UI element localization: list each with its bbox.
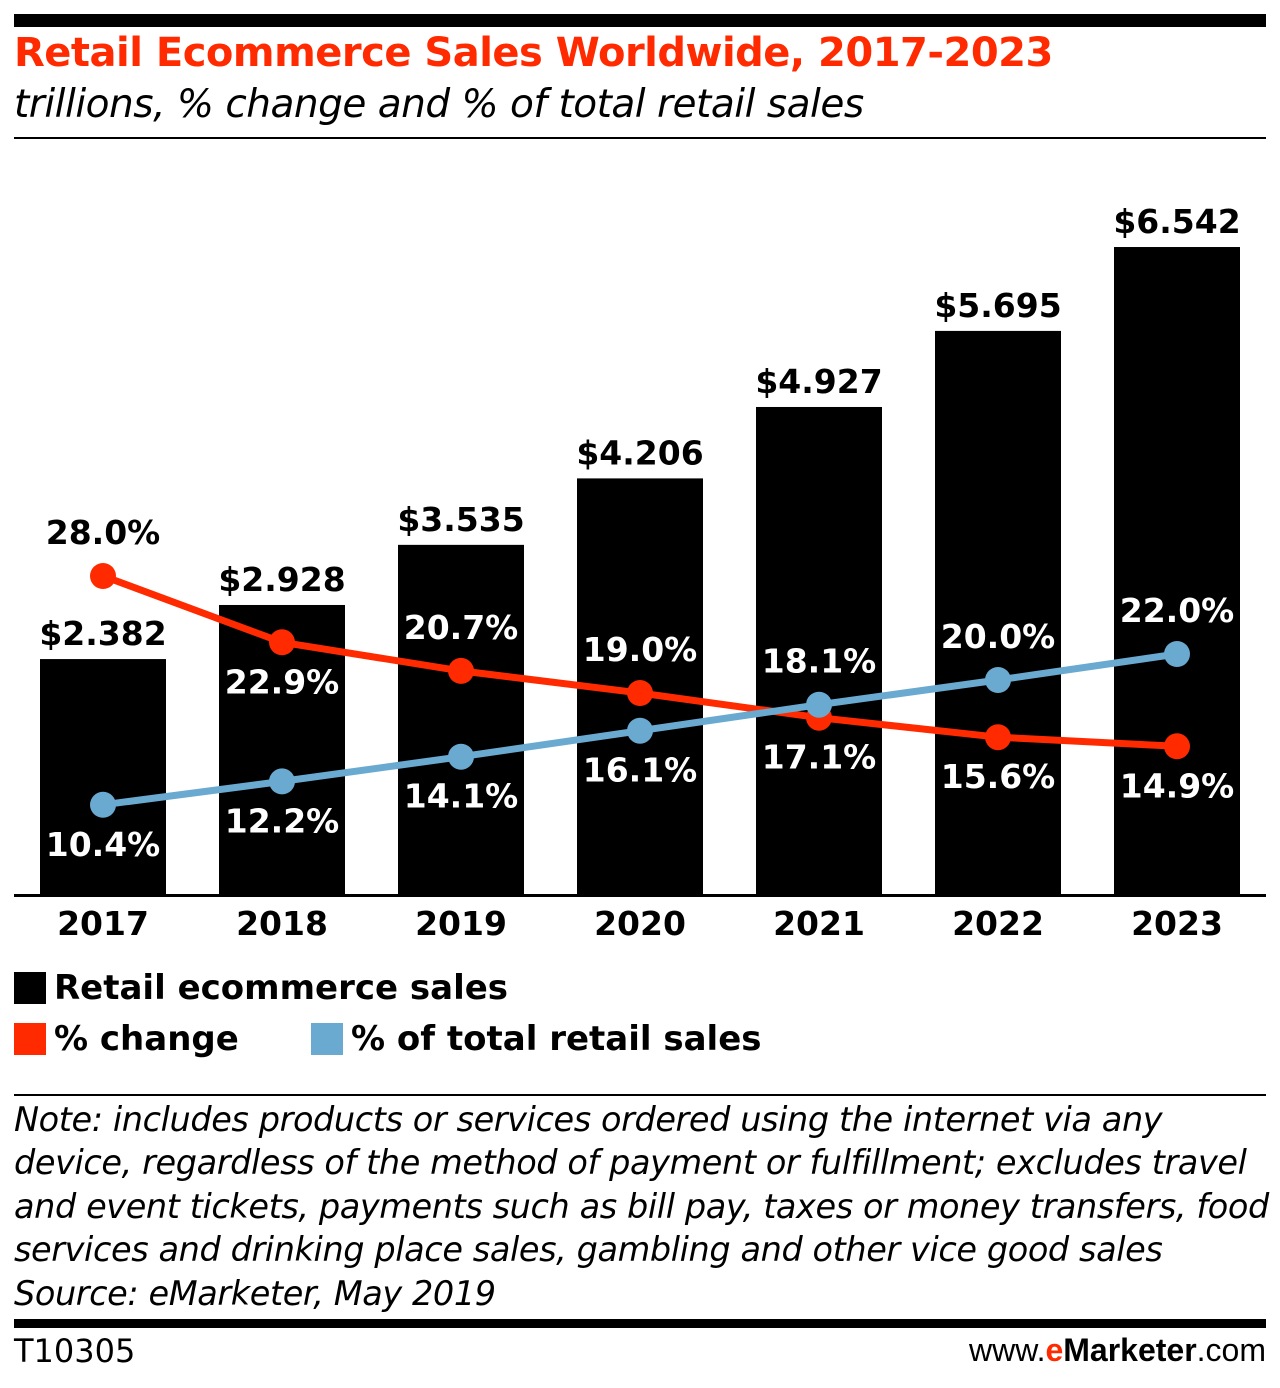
pct-change-point-2020 [627,680,653,706]
pct-change-point-2017 [90,563,116,589]
legend-swatch-share [311,1023,343,1055]
pct-of-total-point-2019 [448,743,474,770]
pct-of-total-label-2019: 14.1% [404,777,519,816]
pct-change-label-2022: 15.6% [941,757,1056,796]
pct-of-total-point-2020 [627,717,653,744]
legend-item-sales: Retail ecommerce sales [14,968,508,1008]
legend-swatch-sales [14,972,46,1004]
bar-2017 [40,659,166,895]
emarketer-logo[interactable]: www.eMarketer.com [969,1332,1266,1369]
bar-label-2022: $5.695 [934,286,1061,325]
pct-of-total-point-2021 [806,691,832,718]
pct-change-label-2021: 17.1% [762,738,877,777]
pct-of-total-label-2020: 16.1% [583,751,698,790]
pct-of-total-label-2022: 20.0% [941,617,1056,656]
bar-2019 [398,544,524,895]
bar-2023 [1114,247,1240,895]
x-tick-label-2022: 2022 [952,904,1044,943]
pct-of-total-label-2018: 12.2% [225,801,340,840]
chart-code: T10305 [14,1332,136,1370]
legend-label-sales: Retail ecommerce sales [54,968,509,1008]
pct-of-total-point-2022 [985,667,1011,693]
title-rule [14,137,1266,139]
note-text: Note: includes products or services orde… [14,1100,1269,1270]
pct-of-total-label-2017: 10.4% [46,825,161,864]
bar-label-2018: $2.928 [218,560,345,599]
legend-item-change: % change [14,1019,239,1059]
legend-label-change: % change [54,1019,239,1059]
pct-of-total-point-2018 [269,768,295,795]
pct-change-point-2022 [985,724,1011,751]
logo-pre: www. [969,1332,1046,1368]
chart-subtitle: trillions, % change and % of total retai… [14,82,864,127]
x-tick-label-2017: 2017 [57,904,149,943]
pct-change-label-2023: 14.9% [1120,766,1235,805]
bottom-rule [14,1319,1266,1328]
note-block: Note: includes products or services orde… [14,1098,1274,1315]
x-axis-line [14,894,1266,897]
legend-swatch-change [14,1023,46,1055]
pct-change-label-2019: 20.7% [404,608,519,647]
pct-of-total-point-2023 [1164,641,1190,667]
logo-e: e [1045,1332,1064,1368]
pct-change-point-2019 [448,657,474,684]
bar-label-2020: $4.206 [576,433,703,472]
x-tick-label-2021: 2021 [773,904,865,943]
pct-change-label-2018: 22.9% [225,662,340,701]
bar-2021 [756,406,882,895]
pct-of-total-label-2023: 22.0% [1120,591,1235,630]
bar-2022 [935,330,1061,895]
x-tick-label-2023: 2023 [1131,904,1223,943]
x-tick-label-2019: 2019 [415,904,507,943]
bar-label-2021: $4.927 [755,362,882,401]
logo-post: .com [1196,1332,1266,1368]
bar-label-2019: $3.535 [397,500,524,539]
pct-change-point-2018 [269,629,295,656]
pct-of-total-label-2021: 18.1% [762,642,877,681]
pct-change-label-2020: 19.0% [583,630,698,669]
source-text: Source: eMarketer, May 2019 [14,1273,496,1313]
x-tick-label-2020: 2020 [594,904,686,943]
pct-change-label-2017: 28.0% [46,513,161,552]
logo-brand: Marketer [1063,1332,1197,1368]
chart-plot: $2.382 2017 $2.928 2018 $3.535 2019 $4.206 2020… [14,202,1266,943]
chart-title: Retail Ecommerce Sales Worldwide, 2017-2… [14,30,1053,76]
note-rule [14,1094,1266,1096]
legend-item-share: % of total retail sales [311,1019,762,1059]
pct-change-point-2023 [1164,733,1190,760]
x-tick-label-2018: 2018 [236,904,328,943]
bar-label-2023: $6.542 [1113,202,1240,241]
legend-label-share: % of total retail sales [351,1019,762,1059]
top-rule [14,14,1266,27]
pct-of-total-point-2017 [90,791,116,818]
bar-label-2017: $2.382 [39,614,166,653]
